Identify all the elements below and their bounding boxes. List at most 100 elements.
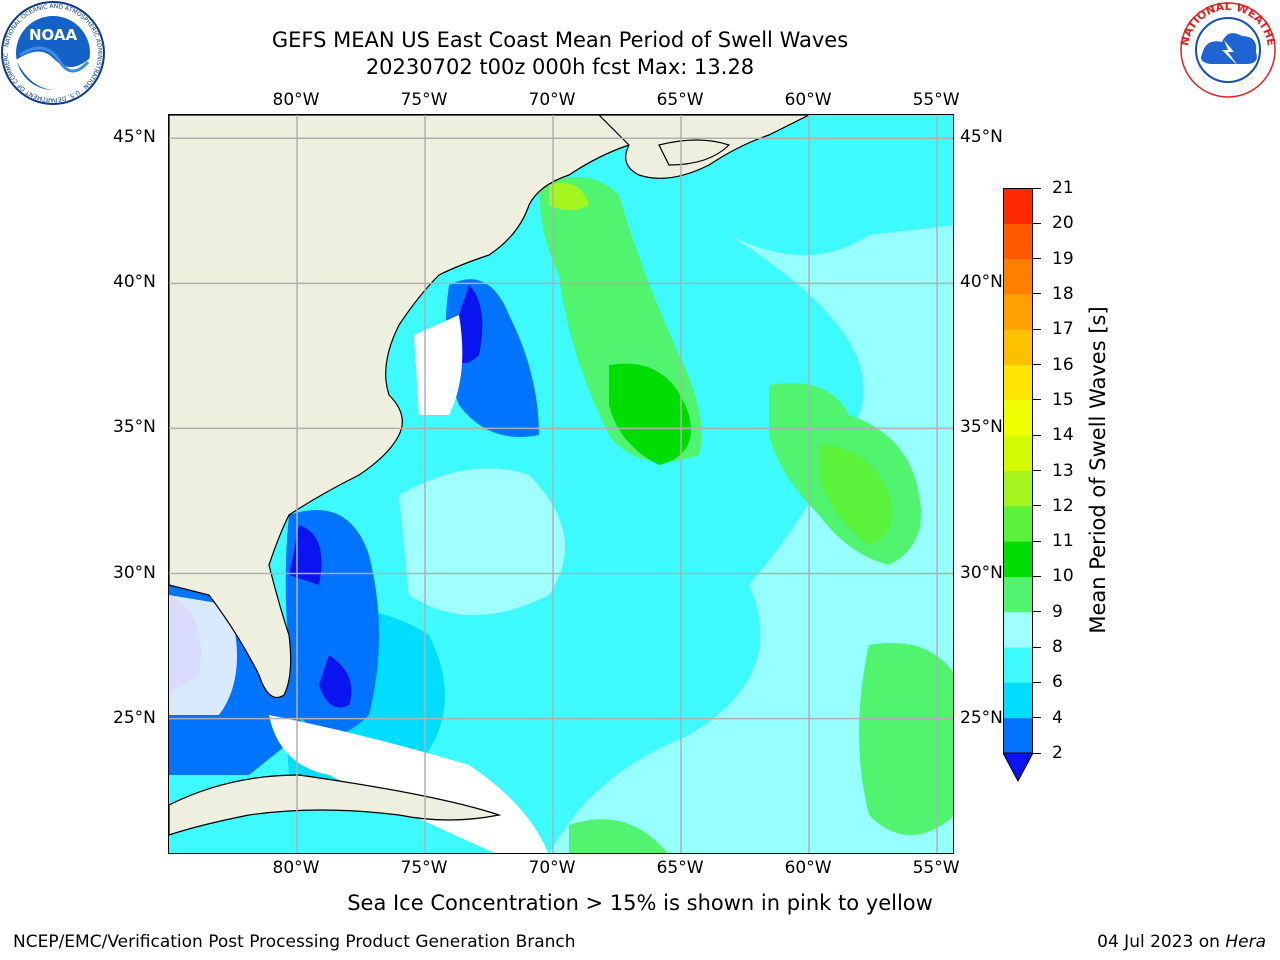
lon-label-top: 70°W xyxy=(528,90,576,110)
colorbar-tick-mark xyxy=(1033,717,1041,719)
colorbar-bin xyxy=(1003,505,1033,542)
colorbar-tick-mark xyxy=(1033,399,1041,401)
colorbar-bin xyxy=(1003,682,1033,719)
colorbar-bin xyxy=(1003,399,1033,436)
colorbar-tick-label: 4 xyxy=(1052,707,1063,728)
nws-logo: NATIONAL WEATHER SERVICE xyxy=(1176,0,1278,98)
plot-subtitle: 20230702 t00z 000h fcst Max: 13.28 xyxy=(365,55,755,79)
field-deep-blue-carolina xyxy=(289,285,483,585)
colorbar-under-extension xyxy=(1003,752,1033,783)
colorbar-label: Mean Period of Swell Waves [s] xyxy=(1086,306,1110,634)
field-green-12 xyxy=(549,182,589,210)
colorbar-tick-label: 20 xyxy=(1052,213,1074,234)
colorbar-tick-mark xyxy=(1033,505,1041,507)
lon-label-bottom: 70°W xyxy=(528,858,576,878)
colorbar-tick-mark xyxy=(1033,611,1041,613)
colorbar-tick-mark xyxy=(1033,293,1041,295)
swell-period-map xyxy=(169,115,953,853)
datestamp: 04 Jul 2023 on Hera xyxy=(1097,932,1266,952)
field-green-11 xyxy=(609,363,691,465)
colorbar-tick-label: 9 xyxy=(1052,601,1063,622)
lon-label-bottom: 55°W xyxy=(912,858,960,878)
lat-label-left: 30°N xyxy=(113,562,156,583)
grid-lines xyxy=(169,115,953,853)
lat-label-right: 35°N xyxy=(960,417,1003,438)
colorbar-tick-label: 10 xyxy=(1052,566,1074,587)
colorbar-bin xyxy=(1003,470,1033,507)
lon-label-top: 55°W xyxy=(912,90,960,110)
colorbar-tick-label: 16 xyxy=(1052,354,1074,375)
colorbar-bin xyxy=(1003,435,1033,471)
lon-label-bottom: 65°W xyxy=(656,858,704,878)
field-green-south xyxy=(569,819,668,853)
colorbar-tick-mark xyxy=(1033,187,1041,189)
colorbar-tick-label: 8 xyxy=(1052,637,1063,658)
lat-label-right: 40°N xyxy=(960,272,1003,293)
lat-label-left: 45°N xyxy=(113,127,156,148)
field-green-se xyxy=(859,643,953,835)
field-light-cyan-west xyxy=(399,468,565,615)
us-east-coast-land xyxy=(169,115,690,699)
lon-label-top: 60°W xyxy=(784,90,832,110)
cuba-land xyxy=(169,774,502,836)
credit-line: NCEP/EMC/Verification Post Processing Pr… xyxy=(13,932,576,952)
colorbar-bin xyxy=(1003,541,1033,577)
colorbar-tick-mark xyxy=(1033,258,1041,260)
lon-label-bottom: 60°W xyxy=(784,858,832,878)
colorbar-tick-label: 21 xyxy=(1052,178,1074,198)
datestamp-date: 04 Jul 2023 on xyxy=(1097,932,1226,952)
colorbar-bin xyxy=(1003,293,1033,330)
colorbar-frame xyxy=(1003,188,1033,754)
plot-title: GEFS MEAN US East Coast Mean Period of S… xyxy=(271,28,849,52)
map-panel xyxy=(168,114,954,854)
field-masked-white-1 xyxy=(414,315,463,415)
noaa-logo: NOAA NATIONAL OCEANIC AND ATMOSPHERIC AD… xyxy=(0,0,105,105)
lon-label-bottom: 80°W xyxy=(272,858,320,878)
field-deep-blue-gulf xyxy=(169,595,352,708)
lat-label-right: 45°N xyxy=(960,127,1003,148)
colorbar-tick-label: 11 xyxy=(1052,531,1074,552)
colorbar-bin xyxy=(1003,364,1033,401)
lat-label-right: 30°N xyxy=(960,562,1003,583)
colorbar-tick-mark xyxy=(1033,540,1041,542)
colorbar-tick-label: 13 xyxy=(1052,460,1074,481)
lon-label-top: 80°W xyxy=(272,90,320,110)
colorbar-bin xyxy=(1003,223,1033,260)
colorbar-bin xyxy=(1003,611,1033,648)
datestamp-host: Hera xyxy=(1225,932,1266,952)
field-green-11-east xyxy=(819,445,892,545)
colorbar-tick-label: 19 xyxy=(1052,248,1074,269)
colorbar xyxy=(1003,188,1033,783)
noaa-logo-text: NOAA xyxy=(29,26,78,44)
colorbar-bin xyxy=(1003,647,1033,683)
colorbar-tick-label: 2 xyxy=(1052,743,1063,763)
lon-label-bottom: 75°W xyxy=(400,858,448,878)
colorbar-bin xyxy=(1003,717,1033,754)
colorbar-tick-mark xyxy=(1033,328,1041,330)
colorbar-tick-label: 12 xyxy=(1052,495,1074,516)
colorbar-tick-mark xyxy=(1033,752,1041,754)
colorbar-bin xyxy=(1003,188,1033,224)
colorbar-tick-mark xyxy=(1033,681,1041,683)
colorbar-tick-mark xyxy=(1033,646,1041,648)
colorbar-tick-mark xyxy=(1033,434,1041,436)
colorbar-bin xyxy=(1003,576,1033,613)
swell-field xyxy=(169,177,953,853)
colorbar-tick-label: 18 xyxy=(1052,283,1074,304)
lat-label-left: 40°N xyxy=(113,272,156,293)
field-masked-white-2 xyxy=(169,595,237,715)
canada-maritimes-land xyxy=(598,115,810,179)
lon-label-top: 75°W xyxy=(400,90,448,110)
lat-label-left: 35°N xyxy=(113,417,156,438)
sea-ice-footnote: Sea Ice Concentration > 15% is shown in … xyxy=(347,891,933,915)
colorbar-tick-mark xyxy=(1033,222,1041,224)
lon-label-top: 65°W xyxy=(656,90,704,110)
colorbar-tick-label: 14 xyxy=(1052,425,1074,446)
field-light-cyan-band xyxy=(550,225,953,853)
colorbar-tick-label: 15 xyxy=(1052,389,1074,410)
colorbar-bin xyxy=(1003,329,1033,366)
colorbar-bin xyxy=(1003,258,1033,295)
colorbar-tick-label: 6 xyxy=(1052,672,1063,693)
lat-label-right: 25°N xyxy=(960,707,1003,728)
colorbar-tick-mark xyxy=(1033,575,1041,577)
